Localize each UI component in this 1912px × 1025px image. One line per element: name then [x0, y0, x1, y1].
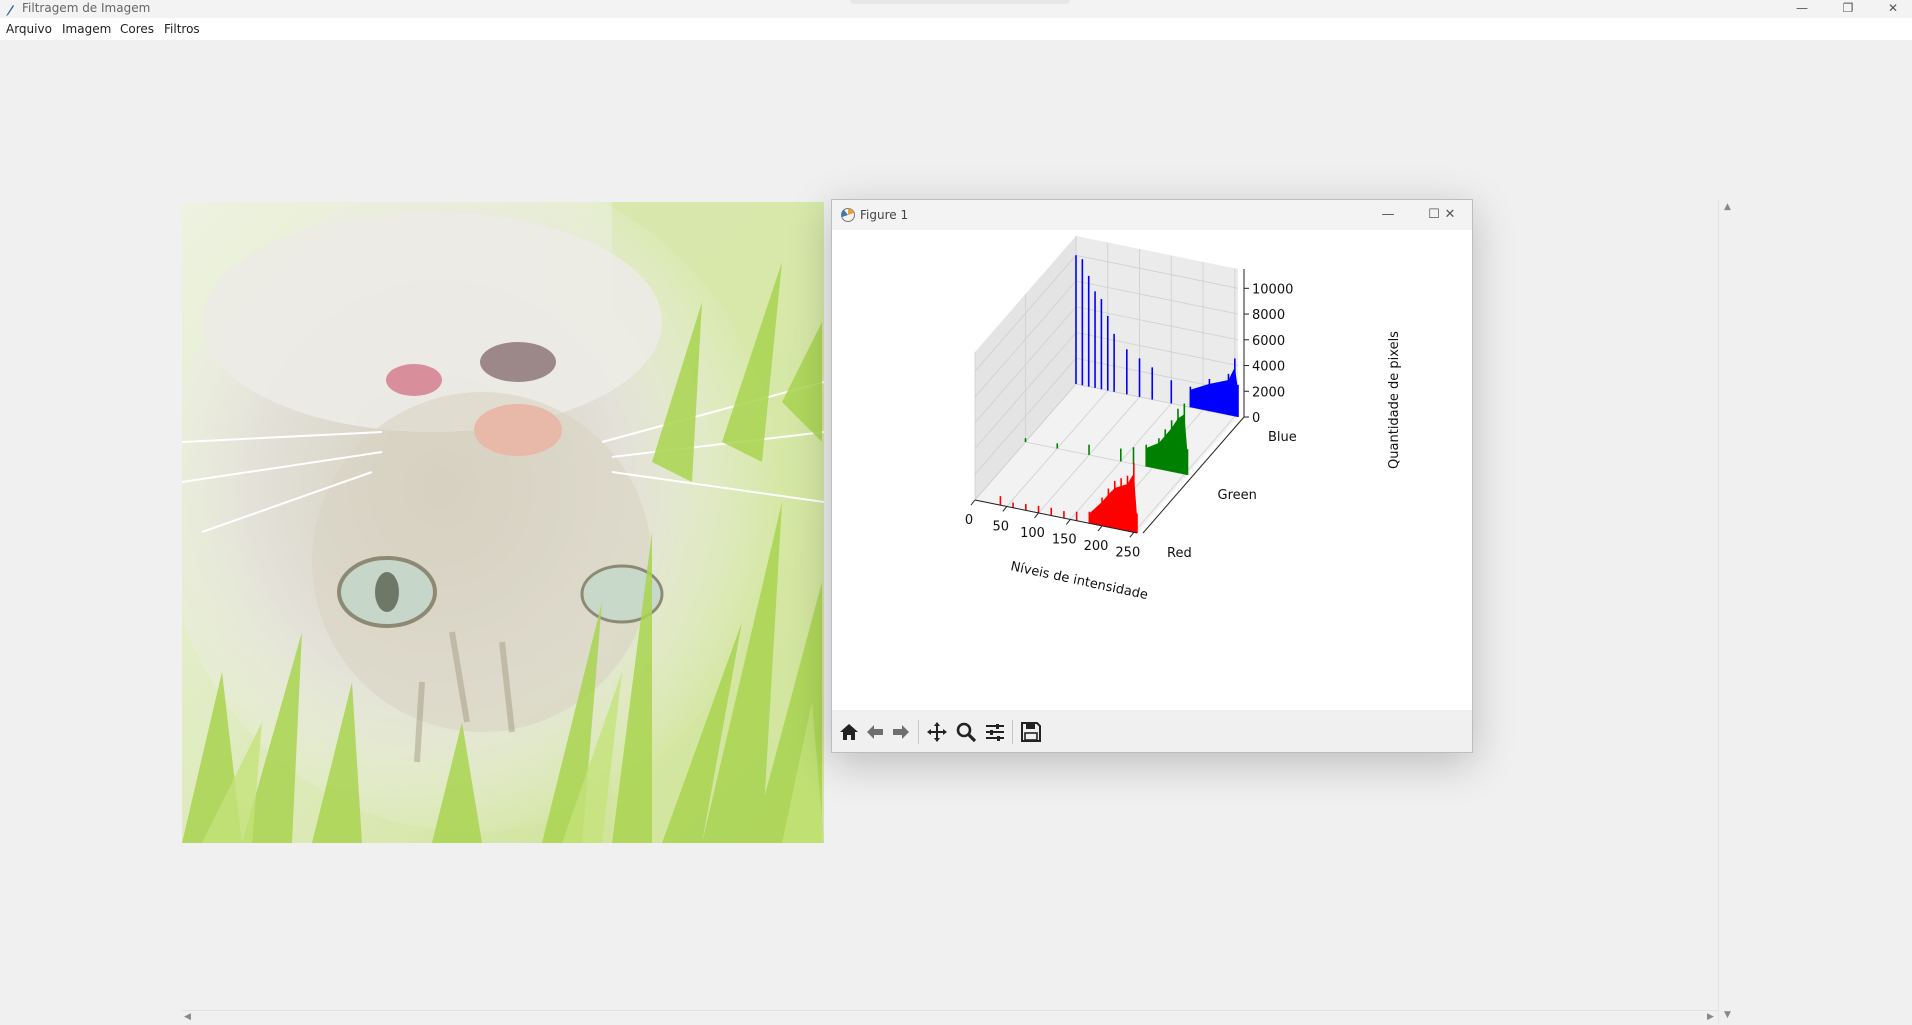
bar-cluster-blue [1190, 367, 1238, 417]
plot-area[interactable]: 0 50 100 150 200 250 Red Green Blue 0 2000 4000 6000… [832, 230, 1472, 710]
menu-cores[interactable]: Cores [120, 22, 155, 36]
x-tick [1002, 506, 1008, 512]
figure-close-button[interactable]: ✕ [1444, 207, 1456, 222]
z-tick-label: 8000 [1252, 308, 1285, 323]
y-tick-label: Red [1167, 546, 1192, 561]
back-pane [1076, 236, 1238, 417]
cat-photo [182, 202, 824, 843]
figure-toolbar [832, 710, 1472, 752]
figure-maximize-button[interactable]: ☐ [1428, 207, 1440, 222]
horizontal-scrollbar[interactable]: ◀ ▶ [182, 1010, 1718, 1025]
x-tick-label: 150 [1052, 532, 1077, 547]
x-tick-label: 0 [965, 513, 973, 528]
vertical-scrollbar[interactable]: ▲ ▼ [1718, 200, 1737, 1024]
minimize-button[interactable]: — [1796, 1, 1808, 15]
back-icon[interactable] [864, 721, 886, 743]
menu-bar: Arquivo Imagem Cores Filtros [0, 18, 1912, 40]
menu-imagem[interactable]: Imagem [62, 22, 112, 36]
feather-icon [4, 2, 16, 16]
z-tick-label: 6000 [1252, 334, 1285, 349]
matplotlib-icon [840, 207, 856, 223]
window-title: Filtragem de Imagem [22, 1, 151, 15]
z-tick-label: 4000 [1252, 360, 1285, 375]
z-tick-label: 2000 [1252, 385, 1285, 400]
z-tick-label: 0 [1252, 411, 1260, 426]
x-axis-label: Níveis de intensidade [1009, 559, 1149, 603]
figure-title: Figure 1 [860, 208, 909, 222]
image-canvas [182, 202, 824, 843]
bar-cluster-green [1146, 414, 1188, 475]
close-button[interactable]: ✕ [1887, 1, 1899, 15]
y-axis-line [1142, 416, 1245, 534]
scroll-down-arrow[interactable]: ▼ [1724, 1010, 1731, 1020]
y-tick-label: Green [1218, 488, 1257, 503]
zoom-icon[interactable] [955, 721, 977, 743]
x-tick [1065, 519, 1071, 525]
menu-filtros[interactable]: Filtros [164, 22, 200, 36]
toolbar-separator [1012, 720, 1013, 744]
title-bar: Filtragem de Imagem — ❐ ✕ [0, 0, 1912, 18]
x-tick-label: 50 [992, 519, 1009, 534]
x-tick-label: 250 [1115, 545, 1140, 560]
save-icon[interactable] [1020, 721, 1042, 743]
figure-close-button[interactable] [1464, 205, 1472, 225]
x-tick [1129, 532, 1135, 538]
figure-title-bar: Figure 1 — ☐ [832, 200, 1472, 230]
scroll-up-arrow[interactable]: ▲ [1724, 202, 1731, 212]
histogram-3d-chart: 0 50 100 150 200 250 Red Green Blue 0 2000 4000 6000… [965, 236, 1402, 603]
x-tick [1097, 525, 1103, 532]
x-tick-label: 200 [1084, 539, 1109, 554]
snap-layout-handle [850, 0, 1070, 4]
z-axis-label: Quantidade de pixels [1387, 331, 1402, 469]
home-icon[interactable] [838, 721, 860, 743]
x-tick [970, 499, 976, 506]
menu-arquivo[interactable]: Arquivo [6, 22, 52, 36]
forward-icon[interactable] [890, 721, 912, 743]
bar-cluster-red [1089, 473, 1137, 533]
figure-window: Figure 1 — ☐ ✕ 0 50 100 150 200 250 Red Green Bl… [831, 199, 1473, 753]
configure-icon[interactable] [984, 721, 1006, 743]
x-axis-line [974, 499, 1138, 534]
z-tick-label: 10000 [1252, 282, 1293, 297]
figure-minimize-button[interactable]: — [1381, 207, 1395, 222]
maximize-button[interactable]: ❐ [1842, 1, 1854, 15]
pan-icon[interactable] [926, 721, 948, 743]
x-tick-label: 100 [1020, 526, 1045, 541]
x-tick [1034, 512, 1039, 519]
toolbar-separator [918, 720, 919, 744]
scroll-right-arrow[interactable]: ▶ [1707, 1012, 1714, 1022]
y-tick-label: Blue [1268, 430, 1297, 445]
scroll-left-arrow[interactable]: ◀ [184, 1012, 191, 1022]
